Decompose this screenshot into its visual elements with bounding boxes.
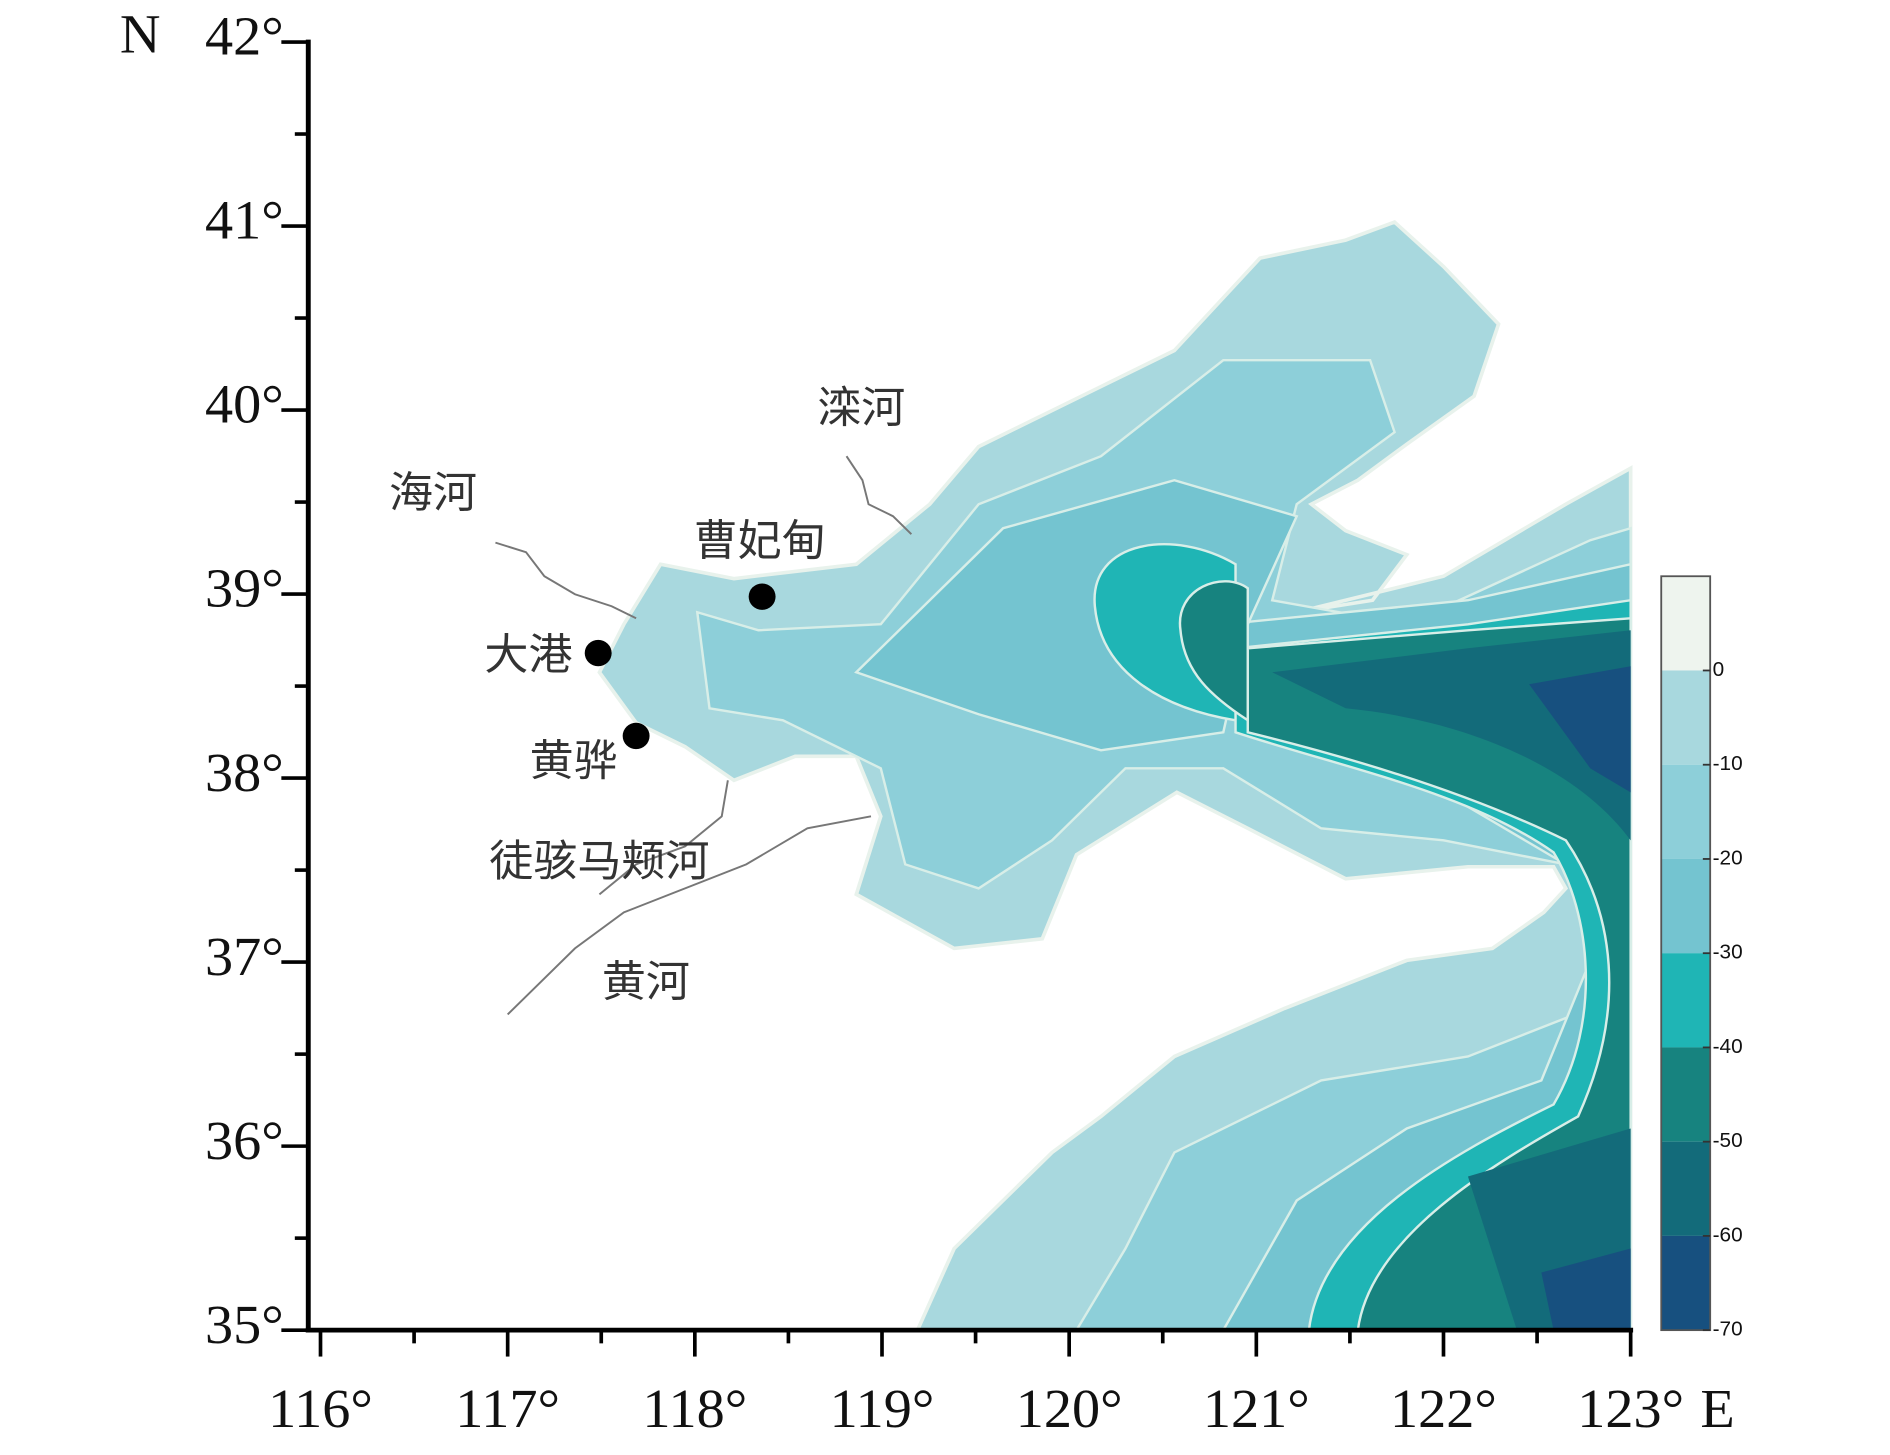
colorbar-band — [1661, 670, 1711, 765]
colorbar-band — [1661, 858, 1711, 954]
lat-tick-label: 36° — [205, 1110, 284, 1171]
lat-tick-label: 40° — [205, 374, 284, 435]
lat-axis-label: N — [120, 4, 161, 65]
rivers — [495, 455, 913, 1016]
place-label: 大港 — [484, 631, 572, 681]
colorbar-band — [1661, 1141, 1711, 1236]
lat-tick-label: 35° — [205, 1294, 284, 1355]
place-label: 曹妃甸 — [694, 517, 826, 567]
sea — [597, 220, 1633, 1332]
colorbar-tick-label: -30 — [1713, 941, 1743, 964]
lon-tick-label: 116° — [268, 1378, 373, 1439]
colorbar-tick-label: -70 — [1713, 1318, 1743, 1341]
station-dot — [622, 722, 650, 750]
place-label: 黄骅 — [530, 737, 618, 787]
lon-tick-label: 120° — [1016, 1378, 1123, 1439]
place-label: 海河 — [389, 469, 477, 519]
sea-60-70 — [1529, 666, 1631, 1331]
colorbar-tick-label: -40 — [1713, 1035, 1743, 1058]
lon-tick-label: 118° — [642, 1378, 747, 1439]
colorbar-band — [1661, 764, 1711, 859]
colorbar-band — [1661, 1047, 1711, 1142]
lat-tick-label: 38° — [205, 742, 284, 803]
colorbar-band — [1661, 953, 1711, 1048]
lat-tick-label: 42° — [205, 6, 284, 67]
colorbar-tick-label: -60 — [1713, 1223, 1743, 1246]
colorbar-tick-label: -20 — [1713, 847, 1743, 870]
place-labels: 滦河 海河 曹妃甸 大港 黄骅 徒骇马颊河 黄河 — [389, 384, 905, 1007]
station-dot — [748, 583, 776, 610]
lat-tick-label: 39° — [205, 558, 284, 619]
sea-40-50 — [1178, 580, 1632, 1332]
lat-tick-label: 41° — [205, 190, 284, 251]
lon-axis-label: E — [1700, 1378, 1734, 1439]
lon-tick-label: 122° — [1390, 1378, 1497, 1439]
lon-tick-label: 121° — [1203, 1378, 1310, 1439]
place-label: 滦河 — [817, 384, 905, 434]
hai-river — [495, 541, 637, 620]
stations — [584, 583, 776, 750]
lat-tick-label: 37° — [205, 926, 284, 987]
colorbar-tick-label: -50 — [1713, 1129, 1743, 1152]
lon-tick-label: 117° — [455, 1378, 560, 1439]
station-dot — [584, 639, 612, 667]
place-label: 徒骇马颊河 — [489, 838, 709, 888]
yellow-river — [506, 815, 872, 1016]
luan-river — [845, 455, 913, 535]
colorbar-tick-label: -10 — [1713, 752, 1743, 775]
sea-50-60 — [1272, 630, 1631, 1331]
lon-tick-label: 123° — [1577, 1378, 1684, 1439]
colorbar-tick-label: 0 — [1713, 658, 1725, 681]
tuhai-majia-river — [598, 780, 729, 896]
colorbar-band — [1661, 1235, 1711, 1331]
place-label: 黄河 — [602, 958, 690, 1008]
colorbar-band — [1661, 576, 1711, 671]
lon-tick-label: 119° — [830, 1378, 935, 1439]
